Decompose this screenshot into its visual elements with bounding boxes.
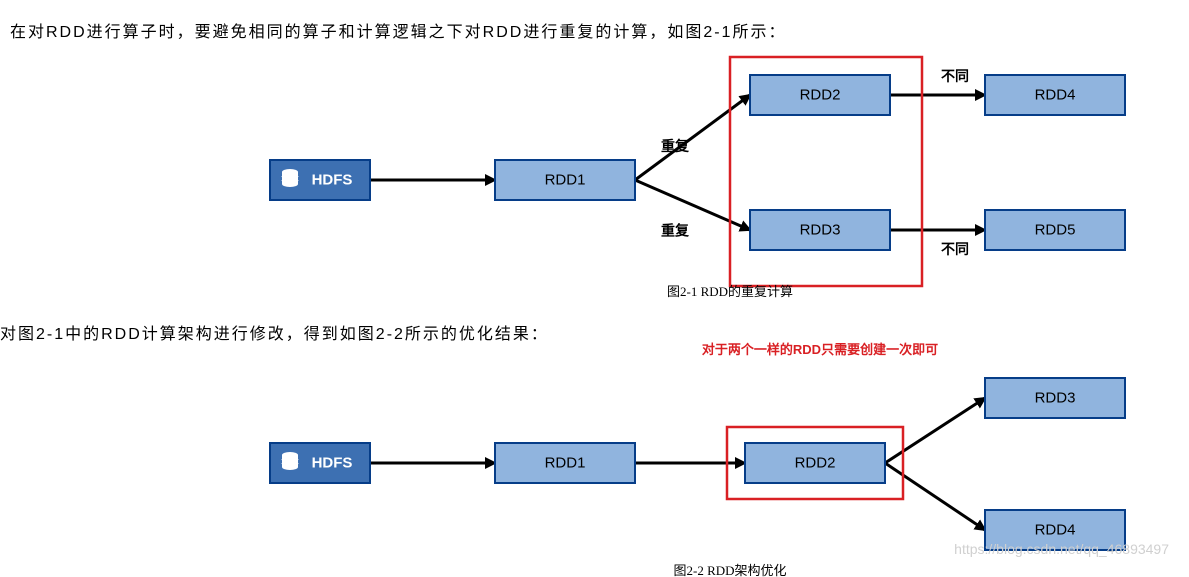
edge [885,463,985,530]
figure-annotation: 对于两个一样的RDD只需要创建一次即可 [702,342,938,357]
node-label: RDD3 [1035,390,1076,407]
node-label: RDD2 [795,455,836,472]
figure-caption: 图2-2 RDD架构优化 [673,563,786,577]
diagram-rdd-optimized: HDFS RDD1 RDD2 RDD3 RDD4 图2-2 RDD架构优化 对于两个一样的R… [0,0,1189,577]
watermark: https://blog.csdn.net/qq_46893497 [954,541,1169,557]
edge [885,398,985,463]
node-label: RDD1 [545,455,586,472]
node-label: HDFS [312,455,353,472]
node-label: RDD4 [1035,522,1076,539]
